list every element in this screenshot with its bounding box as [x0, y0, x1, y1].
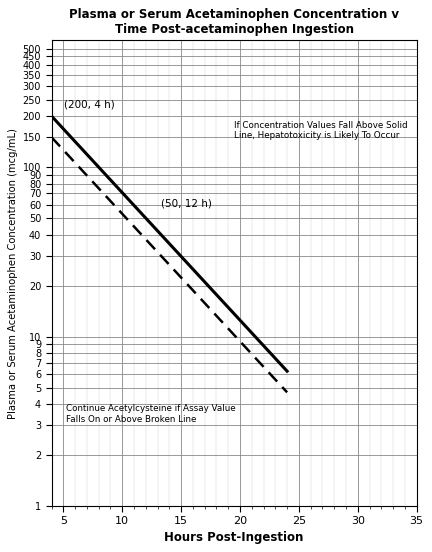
Text: (200, 4 h): (200, 4 h) [64, 99, 115, 109]
Text: Continue Acetylcysteine if Assay Value
Falls On or Above Broken Line: Continue Acetylcysteine if Assay Value F… [66, 404, 235, 423]
Y-axis label: Plasma or Serum Acetaminophen Concentration (mcg/mL): Plasma or Serum Acetaminophen Concentrat… [8, 128, 18, 418]
Text: (50, 12 h): (50, 12 h) [161, 199, 212, 209]
Title: Plasma or Serum Acetaminophen Concentration v
Time Post-acetaminophen Ingestion: Plasma or Serum Acetaminophen Concentrat… [69, 8, 399, 36]
X-axis label: Hours Post-Ingestion: Hours Post-Ingestion [165, 530, 304, 544]
Text: If Concentration Values Fall Above Solid
Line, Hepatotoxicity is Likely To Occur: If Concentration Values Fall Above Solid… [234, 120, 408, 140]
